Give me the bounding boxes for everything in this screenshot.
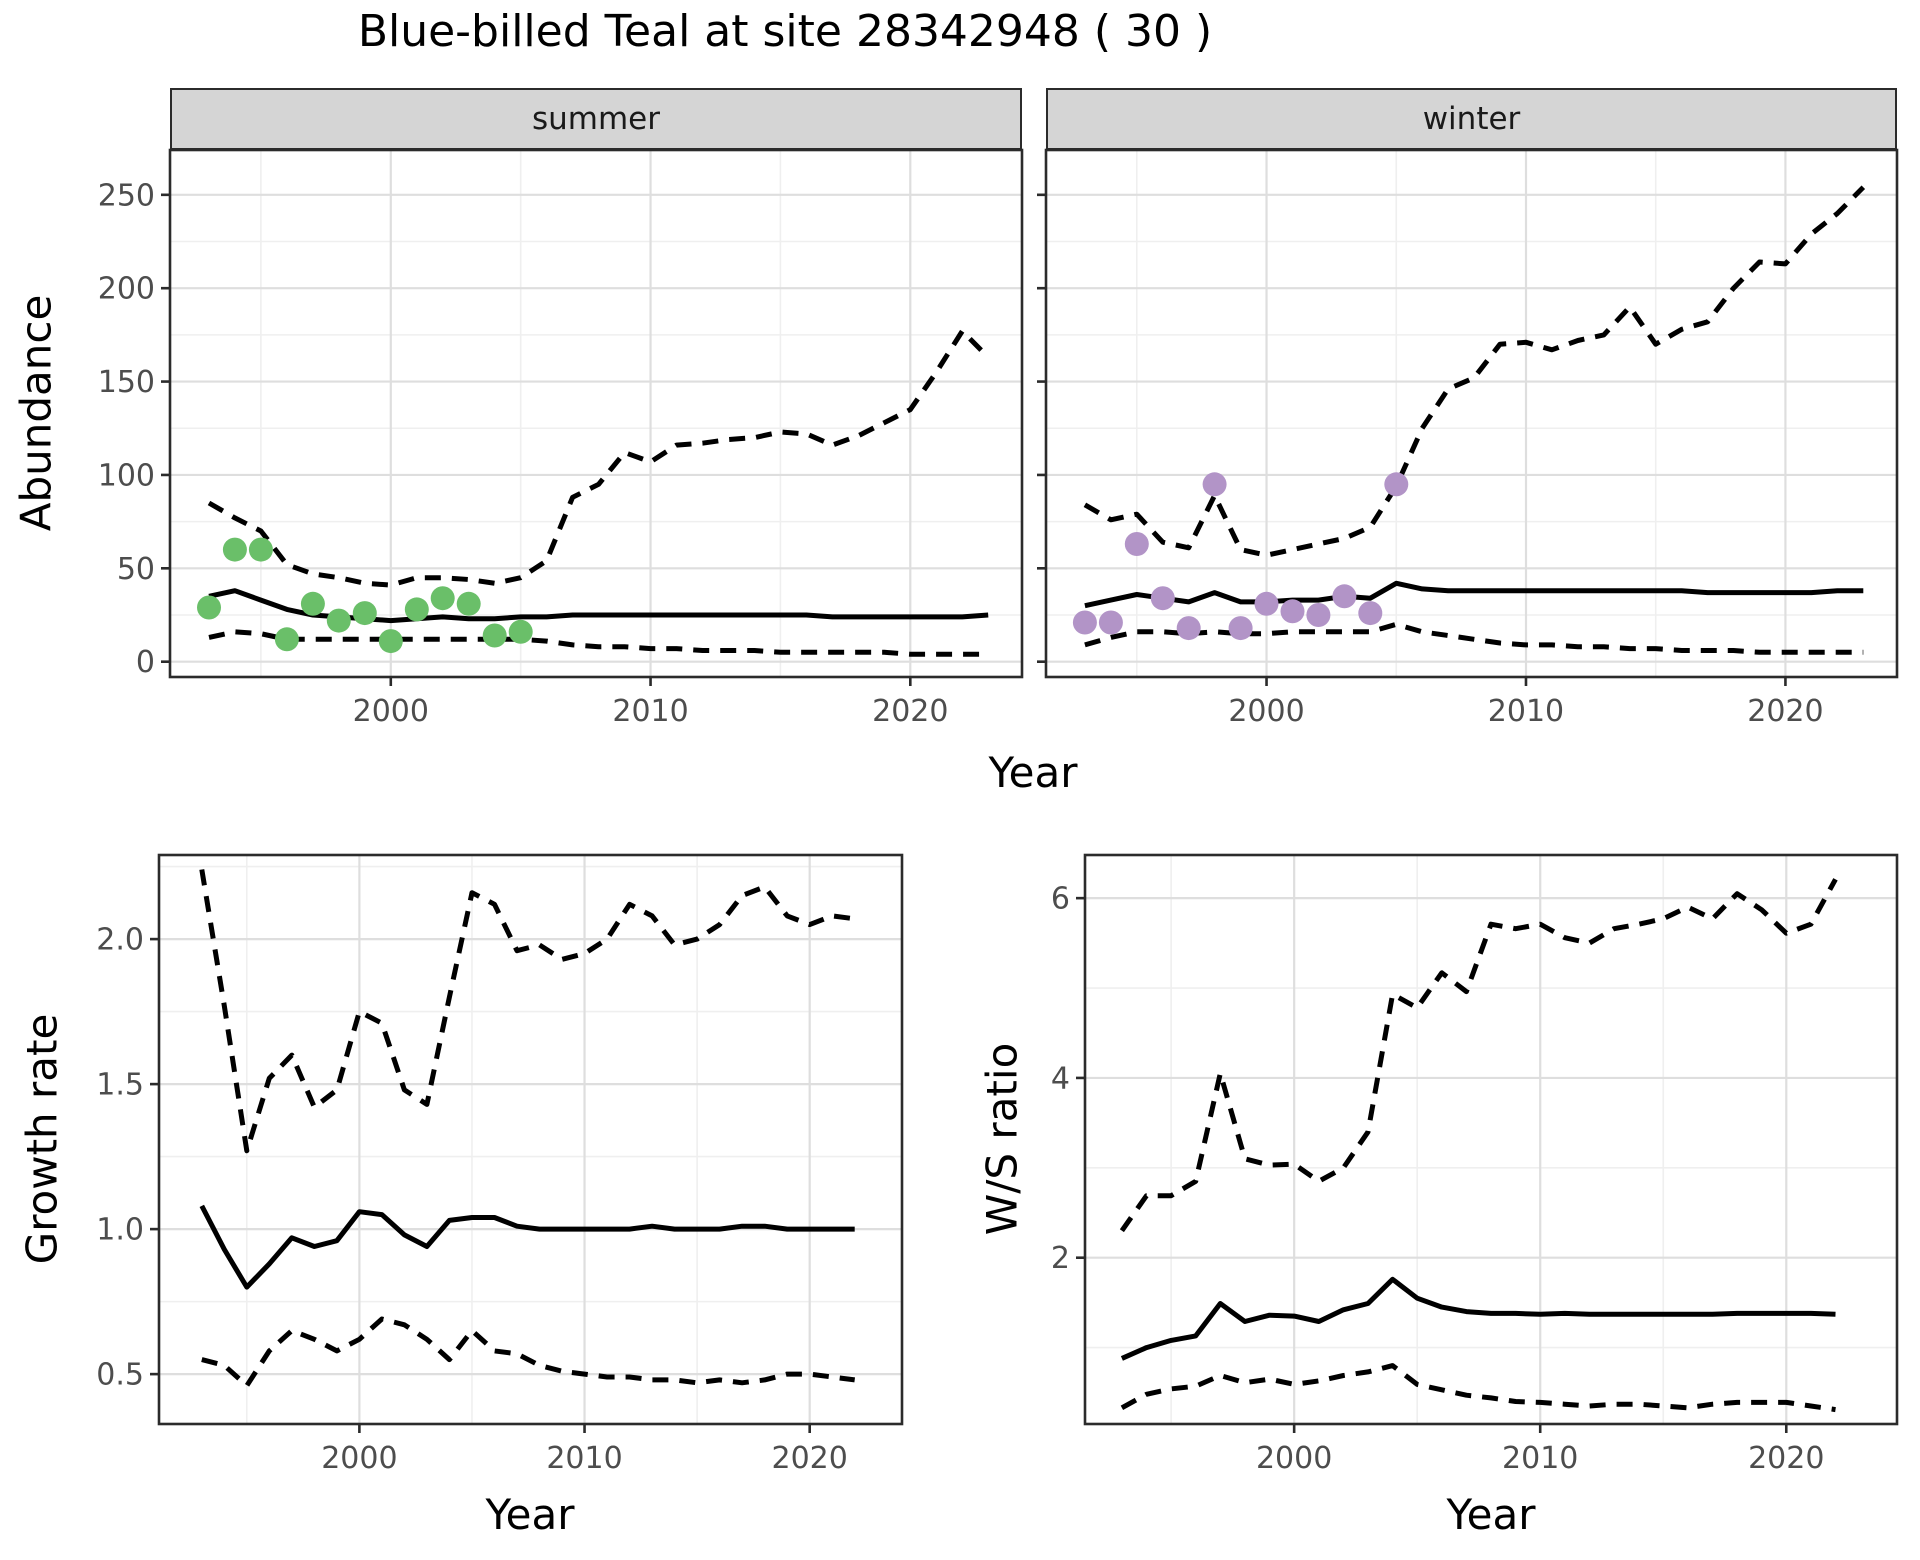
y-axis-title-abundance: Abundance bbox=[11, 294, 61, 532]
data-point bbox=[1098, 610, 1123, 635]
data-point bbox=[430, 586, 455, 611]
facet-strip-winter-label: winter bbox=[1422, 101, 1521, 137]
x-tick-label: 2010 bbox=[612, 694, 688, 729]
x-axis-title-abundance: Year bbox=[988, 748, 1078, 797]
y-tick-label: 50 bbox=[117, 552, 155, 587]
x-tick-label: 2020 bbox=[1748, 1441, 1824, 1476]
data-point bbox=[197, 595, 221, 620]
y-axis-title-ws-ratio: W/S ratio bbox=[977, 1042, 1027, 1236]
x-tick-label: 2000 bbox=[1228, 694, 1304, 729]
data-point bbox=[274, 627, 299, 652]
y-tick-label: 2 bbox=[1051, 1241, 1070, 1276]
y-tick-label: 1.0 bbox=[96, 1213, 144, 1248]
y-tick-label: 4 bbox=[1051, 1061, 1070, 1096]
data-point bbox=[456, 591, 481, 616]
x-tick-label: 2010 bbox=[546, 1441, 622, 1476]
page-title: Blue-billed Teal at site 28342948 ( 30 ) bbox=[357, 6, 1213, 57]
x-tick-label: 2020 bbox=[1747, 694, 1823, 729]
data-point bbox=[1202, 472, 1227, 497]
facet-strip-summer: summer bbox=[170, 88, 1022, 150]
data-point bbox=[1280, 599, 1305, 624]
data-point bbox=[1072, 610, 1097, 635]
data-point bbox=[378, 629, 403, 654]
y-tick-label: 0 bbox=[136, 645, 155, 680]
y-tick-label: 2.0 bbox=[96, 923, 144, 958]
y-tick-label: 1.5 bbox=[96, 1068, 144, 1103]
x-tick-label: 2010 bbox=[1502, 1441, 1578, 1476]
x-axis-title-growth-rate: Year bbox=[485, 1490, 575, 1539]
x-tick-label: 2020 bbox=[872, 694, 948, 729]
data-point bbox=[1358, 601, 1383, 626]
data-point bbox=[352, 601, 377, 626]
facet-strip-winter: winter bbox=[1046, 88, 1897, 150]
x-tick-label: 2000 bbox=[321, 1441, 397, 1476]
data-point bbox=[248, 537, 273, 562]
y-tick-label: 6 bbox=[1051, 882, 1070, 917]
data-point bbox=[508, 619, 533, 644]
data-point bbox=[300, 591, 325, 616]
x-tick-label: 2000 bbox=[1256, 1441, 1332, 1476]
data-point bbox=[482, 623, 507, 648]
y-axis-title-growth-rate: Growth rate bbox=[17, 1013, 67, 1265]
data-point bbox=[404, 597, 429, 622]
data-point bbox=[1150, 586, 1175, 611]
x-tick-label: 2000 bbox=[353, 694, 429, 729]
panel-abundance-summer: 2000 2010 2020 0 50 100 150 200 250 bbox=[98, 148, 1024, 729]
data-point bbox=[1332, 584, 1357, 609]
data-point bbox=[1228, 616, 1253, 641]
y-tick-label: 250 bbox=[98, 178, 155, 213]
data-point bbox=[1254, 591, 1279, 616]
data-point bbox=[1176, 616, 1201, 641]
facet-strip-summer-label: summer bbox=[531, 101, 660, 137]
data-point bbox=[222, 537, 247, 562]
panel-abundance-winter: 2000 2010 2020 bbox=[1037, 148, 1899, 729]
x-axis-title-ws-ratio: Year bbox=[1446, 1490, 1536, 1539]
y-tick-label: 150 bbox=[98, 365, 155, 400]
y-tick-label: 200 bbox=[98, 272, 155, 307]
y-tick-label: 0.5 bbox=[96, 1358, 144, 1393]
data-point bbox=[1306, 603, 1331, 627]
y-tick-label: 100 bbox=[98, 458, 155, 493]
x-tick-label: 2010 bbox=[1488, 694, 1564, 729]
data-point bbox=[326, 608, 351, 633]
panel-growth-rate: 2000 2010 2020 0.5 1.0 1.5 2.0 bbox=[96, 853, 904, 1476]
x-tick-label: 2020 bbox=[772, 1441, 848, 1476]
data-point bbox=[1384, 472, 1409, 497]
data-point bbox=[1124, 532, 1149, 556]
panel-ws-ratio: 2000 2010 2020 2 4 6 bbox=[1051, 853, 1899, 1476]
